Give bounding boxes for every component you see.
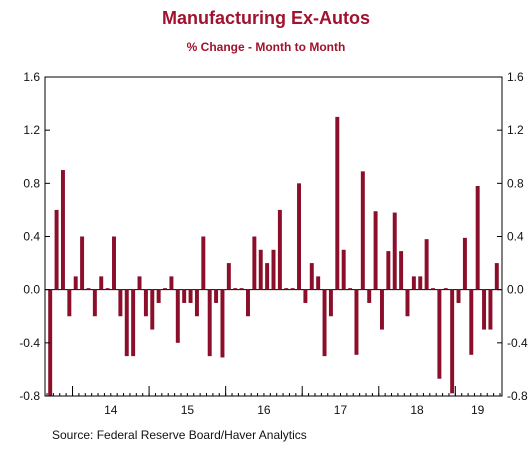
bar <box>405 289 410 317</box>
bar <box>105 288 110 290</box>
chart-subtitle: % Change - Month to Month <box>186 40 346 54</box>
bar-chart: -0.8 -0.8 -0.4 -0.4 0.0 0.0 0.4 0.4 0.8 0.8 1.2 1.2… <box>19 70 528 417</box>
bar <box>399 251 404 290</box>
bar <box>54 209 59 290</box>
bar <box>118 289 123 317</box>
bar <box>188 289 193 303</box>
bar <box>124 289 129 357</box>
bar <box>220 289 225 358</box>
bar <box>207 289 212 357</box>
bar <box>462 237 467 290</box>
bar <box>424 239 429 290</box>
y-tick-label-right: 1.6 <box>507 70 524 84</box>
bar <box>194 289 199 317</box>
bar <box>67 289 72 317</box>
y-tick-label-right: 0.8 <box>507 176 524 190</box>
bar <box>73 276 78 290</box>
bar <box>303 289 308 303</box>
bar <box>348 288 353 290</box>
bar <box>482 289 487 330</box>
bar <box>112 236 116 290</box>
bar <box>386 251 391 290</box>
x-year-label: 16 <box>257 403 271 417</box>
bar <box>360 171 365 290</box>
bar <box>156 289 161 303</box>
bar <box>316 276 321 290</box>
bar <box>226 263 231 290</box>
x-year-label: 15 <box>181 403 195 417</box>
bar <box>86 288 91 290</box>
bar <box>163 288 168 290</box>
bar <box>450 289 455 394</box>
bar <box>367 289 372 303</box>
bar <box>201 236 206 290</box>
bar <box>437 289 442 379</box>
bar <box>150 289 155 330</box>
bar <box>80 236 85 290</box>
y-tick-label-left: 1.6 <box>23 70 40 84</box>
bar <box>411 276 416 290</box>
bar <box>252 236 257 290</box>
source-note: Source: Federal Reserve Board/Haver Anal… <box>52 428 307 442</box>
bar <box>277 209 282 290</box>
chart-title: Manufacturing Ex-Autos <box>161 8 370 28</box>
bar <box>182 289 187 303</box>
y-tick-label-right: 0.0 <box>507 283 524 297</box>
bar <box>469 289 474 355</box>
bar <box>297 183 301 290</box>
bar <box>233 288 238 290</box>
bar <box>265 263 270 290</box>
bar <box>290 288 295 290</box>
y-tick-label-left: 1.2 <box>23 123 40 137</box>
bar <box>271 249 276 290</box>
bar <box>379 289 384 330</box>
bar <box>131 289 136 357</box>
y-tick-label-left: -0.4 <box>19 336 40 350</box>
y-tick-label-right: -0.4 <box>507 336 528 350</box>
bar <box>475 185 480 290</box>
x-year-label: 14 <box>104 403 118 417</box>
bar <box>443 288 448 290</box>
x-year-label: 19 <box>471 403 485 417</box>
bar <box>92 289 97 317</box>
bar <box>239 288 244 290</box>
y-tick-label-right: 0.4 <box>507 230 524 244</box>
bar <box>60 170 65 290</box>
y-tick-label-right: -0.8 <box>507 389 528 403</box>
y-tick-label-left: -0.8 <box>19 389 40 403</box>
bar <box>392 212 397 290</box>
bar <box>335 116 340 290</box>
bar <box>246 289 250 317</box>
y-tick-label-left: 0.0 <box>23 283 40 297</box>
bar <box>169 276 174 290</box>
bar <box>354 289 359 355</box>
bar <box>99 276 104 290</box>
bar <box>137 276 142 290</box>
bar <box>341 249 346 290</box>
bar <box>328 289 333 317</box>
x-year-label: 17 <box>334 403 348 417</box>
bar <box>284 288 289 290</box>
y-tick-label-right: 1.2 <box>507 123 524 137</box>
x-year-label: 18 <box>410 403 424 417</box>
bar <box>431 288 435 290</box>
bar <box>322 289 327 357</box>
bar <box>214 289 219 303</box>
y-tick-label-left: 0.4 <box>23 230 40 244</box>
y-tick-label-left: 0.8 <box>23 176 40 190</box>
bar <box>418 276 423 290</box>
bar <box>488 289 493 330</box>
bar <box>456 289 461 303</box>
bar <box>373 211 378 290</box>
bar <box>494 263 499 290</box>
bar <box>258 249 263 290</box>
bar <box>175 289 180 343</box>
bar <box>309 263 314 290</box>
bar <box>48 289 53 396</box>
bar <box>143 289 148 317</box>
